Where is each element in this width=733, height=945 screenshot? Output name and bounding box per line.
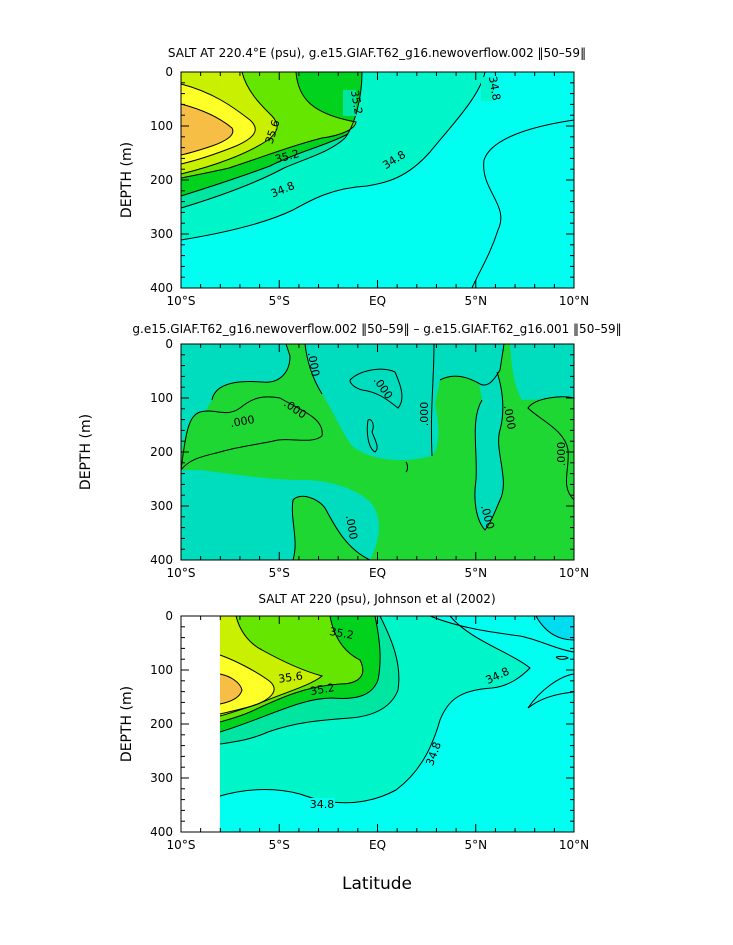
panel1-region-360 [181, 104, 233, 155]
x-tick-label: 10°S [167, 294, 196, 308]
y-tick-label: 200 [150, 717, 173, 731]
y-tick-label: 200 [150, 445, 173, 459]
panel3-contour-lines [219, 615, 575, 804]
panel1-plot: 35.2 34.8 35.6 35.2 34.8 34.8 [180, 71, 575, 289]
x-tick-label: 5°S [269, 838, 290, 852]
y-tick-label: 0 [165, 609, 173, 623]
panel3-contour-label: 35.2 [309, 681, 335, 698]
panel2-contour-label: .000 [343, 514, 360, 540]
panel3-plot: 35.2 35.6 35.2 34.8 34.8 34.8 [180, 615, 575, 833]
panel2-contour-label: .000 [305, 351, 322, 377]
panel3-region-360 [220, 674, 242, 704]
y-tick-label: 400 [150, 825, 173, 839]
x-tick-label: EQ [369, 566, 386, 580]
panel3-ylabel: DEPTH (m) [119, 686, 135, 762]
panel2-contour-label: .000 [501, 404, 518, 430]
panel1-contour-label: 35.2 [348, 89, 365, 115]
panel1-ylabel: DEPTH (m) [119, 142, 135, 218]
x-tick-label: EQ [369, 294, 386, 308]
y-tick-label: 300 [150, 227, 173, 241]
x-tick-label: 10°N [559, 838, 589, 852]
panel2-plot: .000 .000 .000 .000 .000 .000 .000 .000 … [180, 343, 575, 561]
x-tick-label: 10°S [167, 838, 196, 852]
panel1-axes: 10°S 5°S EQ 5°N 10°N 0 100 200 300 400 [150, 65, 589, 308]
x-tick-label: 10°N [559, 566, 589, 580]
panel1-title: SALT AT 220.4°E (psu), g.e15.GIAF.T62_g1… [168, 46, 586, 60]
panel3-region-north [430, 616, 574, 652]
panel3-contour-label: 34.8 [310, 798, 335, 811]
panel3-title: SALT AT 220 (psu), Johnson et al (2002) [258, 592, 495, 606]
panel3-contour-label: 35.6 [277, 669, 303, 685]
panel1-contour-lines [180, 71, 575, 289]
y-tick-label: 300 [150, 771, 173, 785]
x-tick-label: 5°N [464, 566, 487, 580]
x-tick-label: 5°S [269, 566, 290, 580]
x-tick-label: 10°N [559, 294, 589, 308]
panel3-region-north-deep [536, 616, 574, 640]
panel2-contour-label: .000 [229, 413, 255, 430]
y-tick-label: 100 [150, 663, 173, 677]
panel2-region-pos-equator [350, 369, 402, 408]
y-tick-label: 0 [165, 337, 173, 351]
panel2-axes: 10°S 5°S EQ 5°N 10°N 0 100 200 300 400 [150, 337, 589, 580]
x-tick-label: 5°S [269, 294, 290, 308]
panel2-contour-label: .000 [418, 402, 431, 427]
y-tick-label: 100 [150, 119, 173, 133]
y-tick-label: 400 [150, 553, 173, 567]
x-axis-label: Latitude [342, 874, 412, 894]
y-tick-label: 200 [150, 173, 173, 187]
x-tick-label: EQ [369, 838, 386, 852]
y-tick-label: 100 [150, 391, 173, 405]
x-tick-label: 10°S [167, 566, 196, 580]
panel2-contour-lines [180, 343, 575, 561]
panel2-region-pos-north [474, 371, 504, 530]
panel2-ylabel: DEPTH (m) [78, 414, 94, 490]
x-tick-label: 5°N [464, 838, 487, 852]
panel3-contour-label: 35.2 [328, 625, 354, 642]
panel2-title: g.e15.GIAF.T62_g16.newoverflow.002 ‖50–5… [132, 322, 621, 336]
panel1-contour-label: 35.2 [274, 147, 301, 166]
y-tick-label: 400 [150, 281, 173, 295]
x-tick-label: 5°N [464, 294, 487, 308]
panel2-contour-label: .000 [555, 442, 568, 467]
panel2-contour-label: .000 [478, 504, 497, 531]
y-tick-label: 300 [150, 499, 173, 513]
panel3-contour-labels: 35.2 35.6 35.2 34.8 34.8 34.8 [277, 625, 511, 811]
panel1-contour-label: 34.8 [486, 75, 503, 101]
y-tick-label: 0 [165, 65, 173, 79]
panel3-axes: 10°S 5°S EQ 5°N 10°N 0 100 200 300 400 [150, 609, 589, 852]
